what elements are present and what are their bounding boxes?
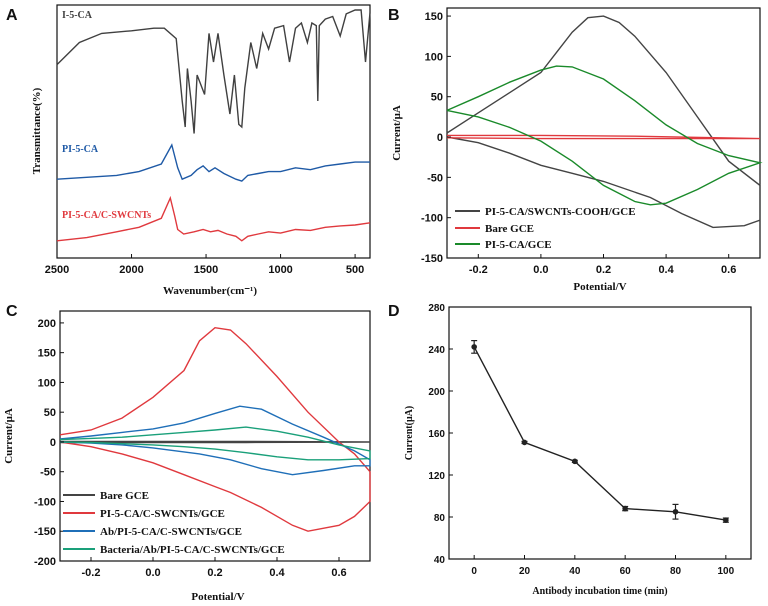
data-point-60min: [622, 505, 628, 512]
spectrum-i-5-ca: [56, 9, 371, 134]
legend-label-c-1: Bare GCE: [100, 490, 149, 502]
x-tick-label-c: -0.2: [82, 567, 101, 579]
y-tick-label-c: -200: [34, 556, 56, 568]
cv-curve-pi-5-ca-swcnts-cooh-gce: [446, 15, 761, 229]
y-tick-label-d: 80: [434, 513, 446, 524]
x-tick-label-a: 500: [346, 264, 364, 276]
cv-curve-bacteria-ab-pi-5-ca-c-swcnts-gce: [59, 426, 371, 461]
spectrum-pi-5-ca-c-swcnts: [56, 195, 371, 242]
y-tick-label-d: 120: [428, 471, 445, 482]
legend-label-b-1: PI-5-CA/SWCNTs-COOH/GCE: [485, 206, 636, 218]
x-tick-label-a: 2500: [45, 264, 69, 276]
panel-b: -0.2 0.0 0.2 0.4 0.6 -150 -100 -50 0 50 100 150 Pot…: [391, 7, 763, 293]
y-axis-label-a: Transmittance(%): [31, 87, 43, 174]
cv-curve-pi-5-ca-c-swcnts-gce: [59, 326, 371, 532]
cv-curve-bare-gce: [60, 440, 371, 444]
y-tick-label-b: -50: [427, 172, 443, 184]
y-tick-label-c: 100: [38, 377, 56, 389]
x-axis-label-c: Potential/V: [191, 591, 244, 603]
legend-label-b-3: PI-5-CA/GCE: [485, 239, 552, 251]
panel-d: 0 20 40 60 80 100 40 80 120 160 200 240 280 Antibody…: [404, 303, 752, 597]
x-axis-label-a: Wavenumber(cm⁻¹): [163, 285, 257, 297]
y-tick-label-c: 50: [44, 407, 56, 419]
y-tick-label-d: 200: [428, 387, 445, 398]
plot-frame-c: [59, 310, 371, 562]
y-tick-label-b: 50: [431, 92, 443, 104]
data-point-40min: [572, 458, 578, 465]
y-tick-label-c: 150: [38, 348, 56, 360]
legend-b: PI-5-CA/SWCNTs-COOH/GCE Bare GCE PI-5-CA…: [455, 206, 636, 251]
y-tick-label-d: 280: [428, 303, 445, 314]
y-tick-label-c: 0: [50, 437, 56, 449]
x-tick-label-d: 20: [519, 566, 531, 577]
x-tick-label-c: 0.4: [269, 567, 285, 579]
series-label-pi-5-ca: PI-5-CA: [62, 144, 99, 155]
y-tick-label-b: 150: [425, 11, 443, 23]
legend-c: Bare GCE PI-5-CA/C-SWCNTs/GCE Ab/PI-5-CA…: [63, 490, 285, 556]
panel-letter-a: A: [6, 7, 18, 24]
legend-label-c-4: Bacteria/Ab/PI-5-CA/C-SWCNTs/GCE: [100, 544, 285, 556]
x-tick-label-c: 0.0: [145, 567, 160, 579]
data-point-100min: [723, 517, 729, 523]
series-line-current: [473, 346, 726, 521]
y-tick-label-d: 160: [428, 429, 445, 440]
x-tick-label-c: 0.6: [331, 567, 346, 579]
y-axis-label-c: Current/μA: [3, 408, 15, 464]
x-tick-label-b: 0.2: [596, 264, 611, 276]
x-tick-label-b: 0.6: [721, 264, 736, 276]
legend-label-b-2: Bare GCE: [485, 223, 534, 235]
y-tick-label-c: -150: [34, 526, 56, 538]
legend-label-c-3: Ab/PI-5-CA/C-SWCNTs/GCE: [100, 526, 242, 538]
x-tick-label-a: 1500: [194, 264, 218, 276]
legend-label-c-2: PI-5-CA/C-SWCNTs/GCE: [100, 508, 225, 520]
panel-a: 2500 2000 1500 1000 500 Wavenumber(cm⁻¹) Tra…: [31, 4, 371, 297]
y-tick-label-b: 0: [437, 132, 443, 144]
y-tick-label-c: -100: [34, 496, 56, 508]
y-tick-label-b: 100: [425, 51, 443, 63]
y-tick-label-d: 40: [434, 555, 446, 566]
y-tick-label-b: -150: [421, 253, 443, 265]
plot-frame-b: [446, 7, 761, 259]
x-tick-label-d: 0: [471, 566, 477, 577]
y-axis-label-b: Current/μA: [391, 105, 403, 161]
x-axis-label-b: Potential/V: [573, 281, 626, 293]
x-axis-label-d: Antibody incubation time (min): [532, 586, 667, 597]
panel-letter-d: D: [388, 303, 400, 320]
data-point-0min: [471, 344, 477, 350]
x-tick-label-a: 1000: [268, 264, 292, 276]
series-label-i-5-ca: I-5-CA: [62, 10, 93, 21]
x-tick-label-b: 0.0: [533, 264, 548, 276]
plot-frame-a: [56, 4, 371, 259]
x-tick-label-c: 0.2: [207, 567, 222, 579]
data-point-20min: [521, 439, 528, 446]
x-tick-label-d: 100: [717, 566, 734, 577]
y-tick-label-b: -100: [421, 213, 443, 225]
panel-letter-c: C: [6, 303, 18, 320]
y-tick-label-c: 200: [38, 318, 56, 330]
x-tick-label-b: 0.4: [658, 264, 674, 276]
y-tick-label-c: -50: [40, 467, 56, 479]
panel-c: -0.2 0.0 0.2 0.4 0.6 -200 -150 -100 -50 0 50 100 150…: [3, 310, 371, 603]
data-point-80min: [672, 508, 679, 515]
x-tick-label-d: 80: [670, 566, 682, 577]
spectrum-pi-5-ca: [56, 143, 370, 182]
x-tick-label-d: 60: [620, 566, 632, 577]
panel-letter-b: B: [388, 7, 400, 24]
y-tick-label-d: 240: [428, 345, 445, 356]
x-tick-label-a: 2000: [119, 264, 143, 276]
cv-curve-ab-pi-5-ca-c-swcnts-gce: [59, 405, 371, 476]
series-label-pi-5-ca-c-swcnts: PI-5-CA/C-SWCNTs: [62, 210, 151, 221]
x-tick-label-d: 40: [569, 566, 581, 577]
cv-curve-pi-5-ca-gce: [446, 65, 763, 206]
x-tick-label-b: -0.2: [469, 264, 488, 276]
y-axis-label-d: Current(μA): [404, 406, 415, 460]
cv-curve-bare-gce: [446, 134, 761, 140]
plot-frame-d: [448, 306, 752, 560]
